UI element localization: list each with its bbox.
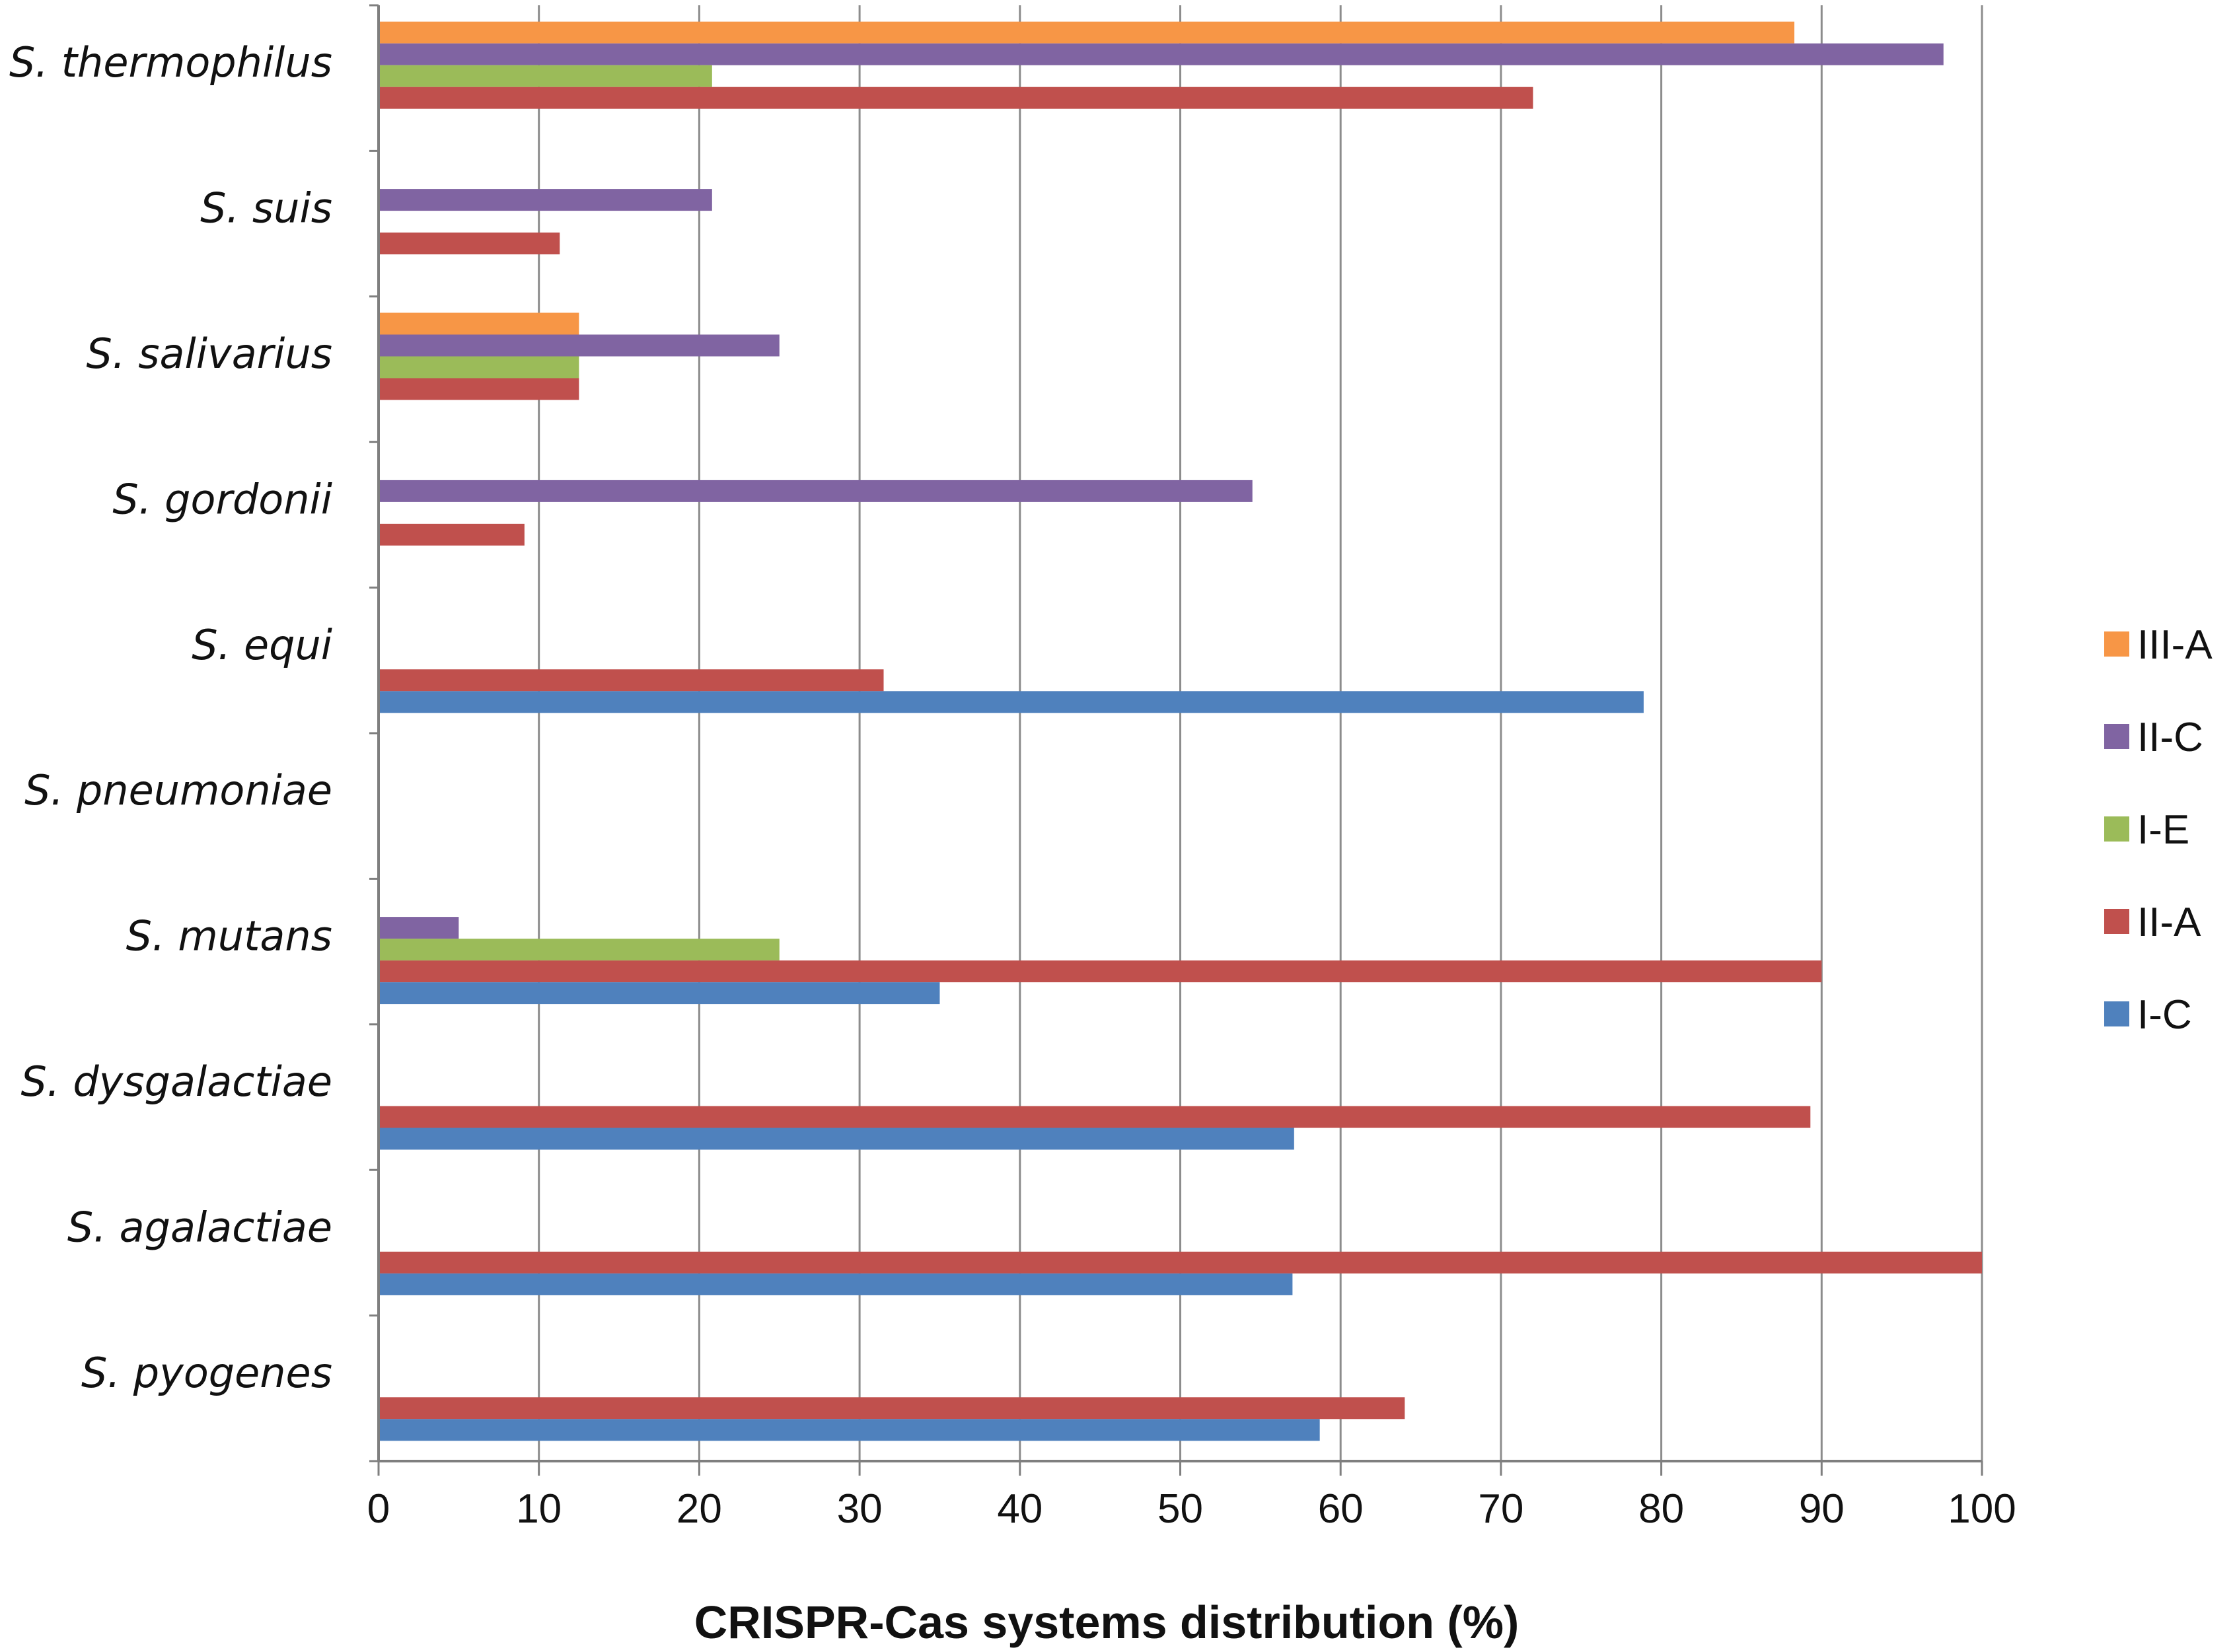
axes (369, 4, 1983, 1476)
gridlines (538, 5, 1983, 1461)
bar-s-dysgalactiae-i-c (379, 1128, 1294, 1150)
x-tick-label-20: 20 (677, 1486, 722, 1532)
bar-s-mutans-ii-c (379, 917, 459, 939)
y-category-label-s-dysgalactiae: S. dysgalactiae (21, 1058, 332, 1106)
bar-s-thermophilus-i-e (379, 65, 712, 87)
x-tick-label-100: 100 (1948, 1486, 2016, 1532)
x-axis-title: CRISPR-Cas systems distribution (%) (694, 1597, 1520, 1648)
y-category-label-s-agalactiae: S. agalactiae (67, 1203, 332, 1251)
legend-swatch-i-e (2104, 816, 2129, 842)
bar-s-salivarius-ii-c (379, 334, 780, 357)
x-tick-label-0: 0 (367, 1486, 390, 1532)
bar-s-gordonii-ii-a (379, 523, 525, 546)
x-tick-label-10: 10 (516, 1486, 562, 1532)
bar-s-suis-ii-c (379, 189, 712, 211)
x-tick-label-90: 90 (1799, 1486, 1845, 1532)
legend-swatch-i-c (2104, 1001, 2129, 1026)
bar-s-salivarius-i-e (379, 356, 579, 378)
bar-s-pyogenes-i-c (379, 1419, 1320, 1441)
legend-label-iii-a: III-A (2137, 622, 2213, 668)
axis-labels: 0 10 20 30 40 50 60 70 80 90 100 S. thermophilus S. … (9, 38, 2016, 1532)
x-tick-label-80: 80 (1638, 1486, 1684, 1532)
legend: III-A II-C I-E II-A I-C (2104, 622, 2213, 1038)
bar-s-mutans-ii-a (379, 960, 1822, 983)
bar-s-equi-i-c (379, 691, 1644, 713)
bar-s-agalactiae-ii-a (379, 1251, 1982, 1274)
legend-label-ii-a: II-A (2137, 900, 2201, 945)
bar-s-thermophilus-ii-a (379, 87, 1533, 109)
bar-s-suis-ii-a (379, 233, 560, 255)
bar-s-dysgalactiae-ii-a (379, 1106, 1811, 1128)
legend-label-ii-c: II-C (2137, 715, 2203, 760)
y-category-label-s-mutans: S. mutans (126, 912, 332, 960)
y-category-label-s-thermophilus: S. thermophilus (9, 38, 332, 87)
legend-label-i-c: I-C (2137, 992, 2192, 1038)
legend-swatch-ii-c (2104, 724, 2129, 749)
x-tick-label-30: 30 (837, 1486, 883, 1532)
x-tick-label-60: 60 (1318, 1486, 1364, 1532)
bar-s-pyogenes-ii-a (379, 1397, 1405, 1419)
x-tick-label-70: 70 (1478, 1486, 1523, 1532)
bars (379, 21, 1982, 1441)
bar-s-salivarius-iii-a (379, 312, 579, 335)
legend-swatch-ii-a (2104, 909, 2129, 934)
y-category-label-s-pneumoniae: S. pneumoniae (24, 766, 332, 814)
bar-s-mutans-i-e (379, 939, 780, 961)
x-tick-label-50: 50 (1157, 1486, 1203, 1532)
legend-swatch-iii-a (2104, 631, 2129, 657)
bar-s-gordonii-ii-c (379, 480, 1253, 502)
y-category-label-s-salivarius: S. salivarius (86, 330, 332, 378)
bar-s-thermophilus-iii-a (379, 21, 1795, 44)
y-category-label-s-suis: S. suis (200, 184, 332, 233)
legend-label-i-e: I-E (2137, 807, 2189, 853)
bar-s-mutans-i-c (379, 982, 940, 1005)
bar-s-thermophilus-ii-c (379, 43, 1944, 65)
y-category-label-s-gordonii: S. gordonii (112, 475, 332, 523)
bar-s-agalactiae-i-c (379, 1273, 1293, 1295)
x-tick-label-40: 40 (997, 1486, 1043, 1532)
bar-s-equi-ii-a (379, 669, 884, 692)
y-category-label-s-equi: S. equi (192, 621, 332, 669)
y-category-label-s-pyogenes: S. pyogenes (81, 1349, 332, 1397)
bar-s-salivarius-ii-a (379, 378, 579, 400)
